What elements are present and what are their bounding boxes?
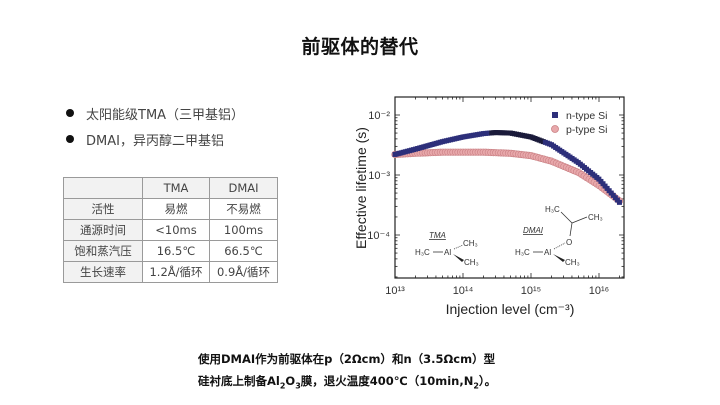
table-header-cell xyxy=(63,177,143,199)
molecule-text: Al xyxy=(444,248,451,257)
table-cell: 生长速率 xyxy=(63,261,143,283)
dmai-structure: DMAI H₃C CH₃ O H₃C Al CH₃ xyxy=(515,205,603,267)
table-cell: 0.9Å/循环 xyxy=(209,261,278,283)
bullet-list: 太阳能级TMA（三甲基铝） DMAI，异丙醇二甲基铝 xyxy=(66,100,244,152)
bullet-text: 太阳能级TMA（三甲基铝） xyxy=(86,107,245,123)
table-cell: 66.5℃ xyxy=(209,240,278,262)
molecule-text: CH₃ xyxy=(463,239,478,248)
x-tick-label: 10¹⁵ xyxy=(521,285,541,297)
table-cell: 不易燃 xyxy=(209,198,278,220)
caption-line-1: 使用DMAI作为前驱体在p（2Ωcm）和n（3.5Ωcm）型 xyxy=(198,352,496,366)
table-cell: 饱和蒸汽压 xyxy=(63,240,143,262)
bullet-dot-icon xyxy=(66,135,74,143)
y-tick-labels: 10⁻² 10⁻³ 10⁻⁴ xyxy=(367,110,390,242)
slide-title: 前驱体的替代 xyxy=(301,36,419,58)
x-tick-label: 10¹⁶ xyxy=(589,285,609,297)
legend-label: p-type Si xyxy=(566,124,607,136)
y-tick-label: 10⁻² xyxy=(368,110,390,122)
table-cell: 1.2Å/循环 xyxy=(142,261,210,283)
x-axis-label: Injection level (cm⁻³) xyxy=(446,301,575,317)
caption: 使用DMAI作为前驱体在p（2Ωcm）和n（3.5Ωcm）型 硅衬底上制备Al2… xyxy=(198,348,496,397)
axis-ticks xyxy=(394,97,624,278)
table-cell: 易燃 xyxy=(142,198,210,220)
lifetime-chart: 10⁻² 10⁻³ 10⁻⁴ 10¹³ 10¹⁴ 10¹⁵ 10¹⁶ Injec… xyxy=(340,88,640,318)
dmai-label: DMAI xyxy=(523,226,544,235)
chart-svg: 10⁻² 10⁻³ 10⁻⁴ 10¹³ 10¹⁴ 10¹⁵ 10¹⁶ Injec… xyxy=(353,96,625,317)
chart-legend: n-type Si p-type Si xyxy=(551,110,607,136)
x-tick-labels: 10¹³ 10¹⁴ 10¹⁵ 10¹⁶ xyxy=(385,285,609,297)
bullet-item: DMAI，异丙醇二甲基铝 xyxy=(66,126,244,152)
molecule-text: CH₃ xyxy=(588,213,603,222)
comparison-table: TMA DMAI 活性 易燃 不易燃 通源时间 <10ms 100ms 饱和蒸汽… xyxy=(63,177,278,283)
tma-structure: TMA H₃C Al CH₃ CH₃ xyxy=(415,231,479,267)
table-header-cell: DMAI xyxy=(209,177,278,199)
table-header-cell: TMA xyxy=(142,177,210,199)
molecule-text: H₃C xyxy=(515,248,530,257)
n-type-series xyxy=(392,130,622,205)
table-cell: <10ms xyxy=(142,219,210,241)
n-type-square-icon xyxy=(552,112,558,118)
x-tick-label: 10¹⁴ xyxy=(453,285,474,297)
plot-frame xyxy=(394,96,625,279)
x-tick-label: 10¹³ xyxy=(385,285,405,297)
legend-label: n-type Si xyxy=(566,110,607,122)
molecule-text: O xyxy=(566,238,572,247)
table-row: 活性 易燃 不易燃 xyxy=(63,198,278,220)
table-cell: 100ms xyxy=(209,219,278,241)
p-type-circle-icon xyxy=(551,125,559,133)
caption-line-2: 硅衬底上制备Al2O3膜，退火温度400℃（10min,N2）。 xyxy=(198,374,497,391)
molecule-text: Al xyxy=(544,248,551,257)
molecule-text: H₃C xyxy=(415,248,430,257)
bullet-item: 太阳能级TMA（三甲基铝） xyxy=(66,100,244,126)
table-header-row: TMA DMAI xyxy=(63,177,278,199)
y-tick-label: 10⁻³ xyxy=(368,170,390,182)
molecule-text: CH₃ xyxy=(464,258,479,267)
bullet-text: DMAI，异丙醇二甲基铝 xyxy=(86,133,224,149)
tma-label: TMA xyxy=(429,231,446,240)
molecule-text: CH₃ xyxy=(565,258,580,267)
y-tick-label: 10⁻⁴ xyxy=(367,230,390,242)
table-row: 饱和蒸汽压 16.5℃ 66.5℃ xyxy=(63,240,278,262)
table-row: 通源时间 <10ms 100ms xyxy=(63,219,278,241)
table-row: 生长速率 1.2Å/循环 0.9Å/循环 xyxy=(63,261,278,283)
table-cell: 通源时间 xyxy=(63,219,143,241)
molecule-text: H₃C xyxy=(545,205,560,214)
table-cell: 16.5℃ xyxy=(142,240,210,262)
table-cell: 活性 xyxy=(63,198,143,220)
y-axis-label: Effective lifetime (s) xyxy=(353,127,369,249)
bullet-dot-icon xyxy=(66,109,74,117)
